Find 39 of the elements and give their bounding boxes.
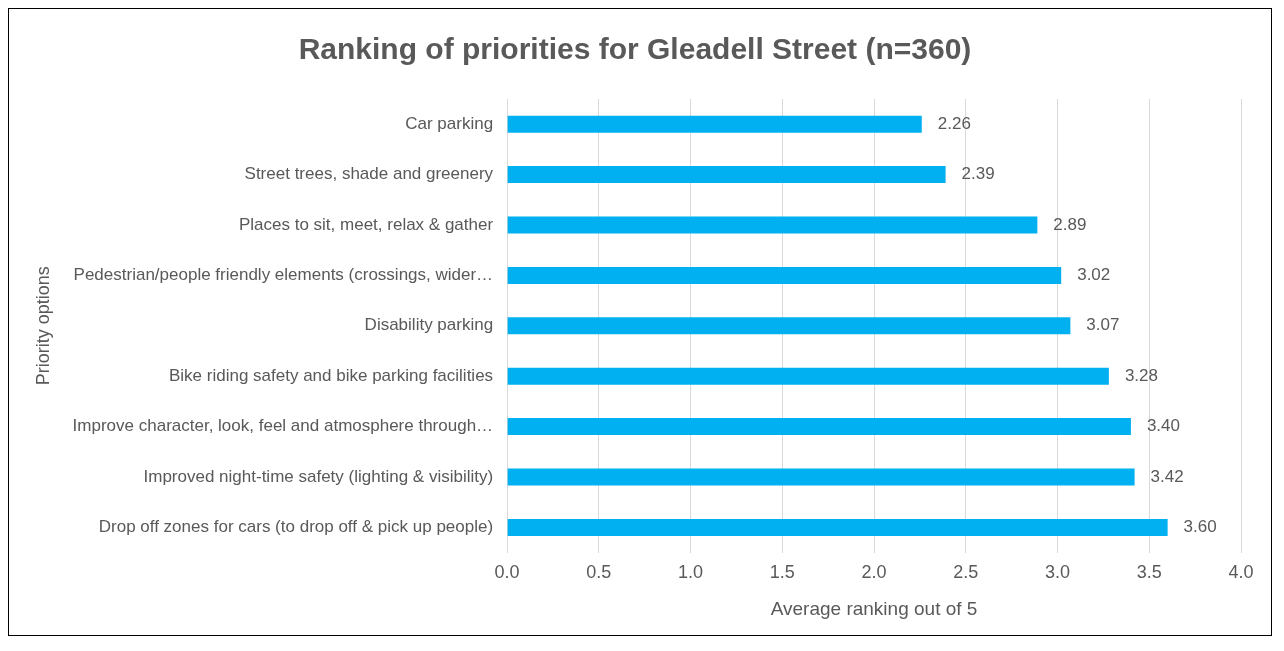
- y-tick-label: Pedestrian/people friendly elements (crossings, wider…: [73, 265, 494, 285]
- y-tick-label: Improved night-time safety (lighting & visibility): [143, 466, 494, 486]
- y-tick-label: Improve character, look, feel and atmosphere through…: [72, 416, 494, 436]
- x-tick-label: 2.5: [953, 562, 979, 583]
- chart-title: Ranking of priorities for Gleadell Street (n=360): [298, 32, 972, 66]
- bar: [507, 418, 1131, 436]
- data-label: 3.40: [1146, 416, 1181, 436]
- x-tick-label: 3.5: [1136, 562, 1162, 583]
- x-tick-label: 0.5: [586, 562, 612, 583]
- y-tick-label: Drop off zones for cars (to drop off & pick up people): [98, 517, 494, 537]
- x-tick-label: 0.0: [494, 562, 520, 583]
- y-tick-label: Street trees, shade and greenery: [244, 164, 494, 184]
- bar: [507, 266, 1062, 284]
- bar: [507, 115, 922, 133]
- x-axis-title: Average ranking out of 5: [770, 597, 978, 619]
- y-tick-label: Car parking: [405, 113, 494, 133]
- x-tick-label: 2.0: [861, 562, 887, 583]
- x-tick-label: 4.0: [1228, 562, 1254, 583]
- bar: [507, 166, 946, 184]
- y-tick-label: Disability parking: [364, 315, 494, 335]
- data-label: 3.28: [1124, 365, 1158, 385]
- bar: [507, 518, 1168, 536]
- data-label: 2.89: [1053, 214, 1087, 234]
- bar: [507, 367, 1109, 385]
- data-label: 3.42: [1150, 466, 1184, 486]
- x-tick-label: 1.5: [769, 562, 795, 583]
- y-tick-label: Places to sit, meet, relax & gather: [238, 214, 494, 234]
- y-tick-label: Bike riding safety and bike parking facilities: [168, 365, 494, 385]
- data-label: 3.07: [1086, 315, 1120, 335]
- bar: [507, 468, 1135, 486]
- bar: [507, 317, 1071, 335]
- x-tick-label: 3.0: [1045, 562, 1071, 583]
- y-axis-title: Priority options: [32, 266, 53, 386]
- bar: [507, 216, 1038, 234]
- data-label: 3.02: [1077, 265, 1111, 285]
- data-label: 2.39: [961, 164, 995, 184]
- x-tick-label: 1.0: [678, 562, 704, 583]
- data-label: 2.26: [937, 113, 971, 133]
- data-label: 3.60: [1183, 517, 1217, 537]
